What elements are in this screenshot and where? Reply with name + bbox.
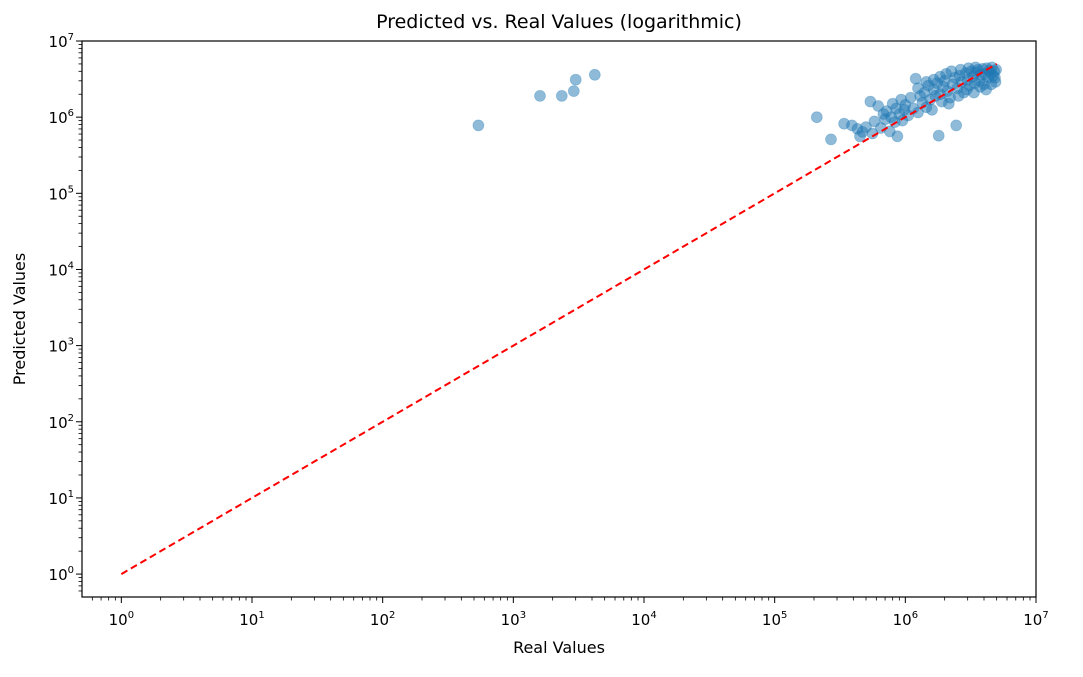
x-tick-label: 103 xyxy=(501,610,526,629)
x-tick-label: 101 xyxy=(239,610,264,629)
scatter-point xyxy=(942,97,955,110)
y-tick-label-exponent: 2 xyxy=(68,413,74,424)
x-tick-label-base: 10 xyxy=(370,611,389,629)
y-tick-label: 102 xyxy=(49,413,74,432)
x-tick-label-exponent: 4 xyxy=(650,610,656,621)
scatter-point xyxy=(872,100,885,112)
x-axis-label: Real Values xyxy=(513,638,605,657)
scatter-point xyxy=(926,103,938,116)
y-tick-label: 105 xyxy=(49,184,74,203)
scatter-point xyxy=(904,91,917,104)
y-tick-label-base: 10 xyxy=(49,261,68,279)
reference-line xyxy=(120,63,998,575)
scatter-point xyxy=(969,61,982,74)
x-tick-label-base: 10 xyxy=(631,611,650,629)
y-tick-label-base: 10 xyxy=(49,490,68,508)
y-tick-label-exponent: 7 xyxy=(68,32,74,43)
y-tick-label-base: 10 xyxy=(49,414,68,432)
y-tick-label-base: 10 xyxy=(49,566,68,584)
y-tick-label: 101 xyxy=(49,489,74,508)
y-axis-label: Predicted Values xyxy=(10,253,29,385)
x-tick-label-base: 10 xyxy=(762,611,781,629)
y-tick-label-exponent: 5 xyxy=(68,184,74,195)
x-tick-label: 106 xyxy=(893,610,918,629)
x-tick-label-exponent: 3 xyxy=(520,610,526,621)
x-tick-label-exponent: 2 xyxy=(389,610,395,621)
scatter-point xyxy=(567,85,580,97)
scatter-point xyxy=(810,111,823,124)
scatter-point xyxy=(989,71,1001,84)
x-tick-label: 105 xyxy=(762,610,787,629)
y-tick-label: 104 xyxy=(49,260,74,279)
scatter-point xyxy=(891,130,904,143)
x-tick-label: 104 xyxy=(631,610,656,629)
scatter-point xyxy=(825,133,837,146)
scatter-point xyxy=(534,90,546,102)
y-tick-label-base: 10 xyxy=(49,185,68,203)
x-tick-label-exponent: 7 xyxy=(1042,610,1048,621)
scatter-point xyxy=(588,68,601,81)
x-tick-label-base: 10 xyxy=(893,611,912,629)
y-tick-label-base: 10 xyxy=(49,33,68,51)
y-tick-label-exponent: 1 xyxy=(68,489,74,500)
scatter-point xyxy=(569,73,582,86)
scatter-point xyxy=(932,129,945,142)
plot-frame xyxy=(81,40,1037,598)
y-tick-label: 100 xyxy=(49,565,74,584)
y-tick-label: 107 xyxy=(49,32,74,51)
scatter-point xyxy=(555,90,568,102)
x-tick-label: 107 xyxy=(1023,610,1048,629)
y-tick-label-exponent: 3 xyxy=(68,337,74,348)
y-tick-label-base: 10 xyxy=(49,338,68,356)
x-tick-label-base: 10 xyxy=(239,611,258,629)
axis-ticks: 100 101 102 103 104 105 106 1071001011021031041… xyxy=(49,32,1049,629)
y-tick-label-base: 10 xyxy=(49,109,68,127)
x-tick-label: 100 xyxy=(109,610,134,629)
scatter-point xyxy=(472,119,485,132)
x-tick-label: 102 xyxy=(370,610,395,629)
x-tick-label-exponent: 1 xyxy=(258,610,264,621)
x-tick-label-exponent: 0 xyxy=(128,610,134,621)
scatter-point xyxy=(912,82,924,95)
x-tick-label-base: 10 xyxy=(109,611,128,629)
scatter-point xyxy=(950,119,963,132)
scatter-point xyxy=(952,90,965,102)
x-tick-label-base: 10 xyxy=(501,611,520,629)
y-tick-label-exponent: 0 xyxy=(68,565,74,576)
x-tick-label-exponent: 5 xyxy=(781,610,787,621)
y-tick-label: 103 xyxy=(49,337,74,356)
x-tick-label-base: 10 xyxy=(1023,611,1042,629)
chart-title: Predicted vs. Real Values (logarithmic) xyxy=(376,11,742,33)
x-tick-label-exponent: 6 xyxy=(912,610,918,621)
plot-area xyxy=(120,61,1002,575)
y-tick-label-exponent: 6 xyxy=(68,108,74,119)
y-tick-label-exponent: 4 xyxy=(68,260,74,271)
y-tick-label: 106 xyxy=(49,108,74,127)
